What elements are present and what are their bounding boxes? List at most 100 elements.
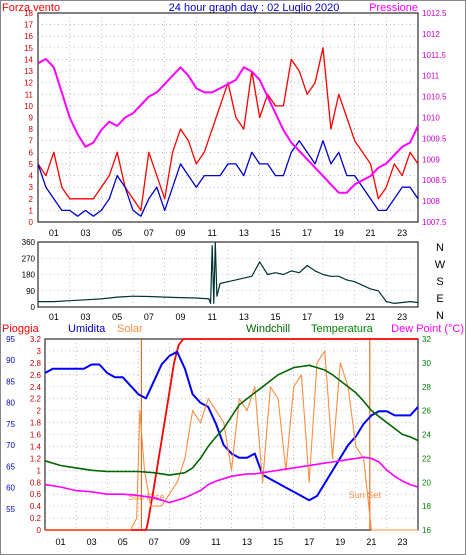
humidity-legend: Umidita <box>68 323 106 335</box>
wind-tick-label: 14 <box>24 55 33 64</box>
rain-tick-label: 0.6 <box>30 490 42 499</box>
temperature-legend: Temperatura <box>311 323 374 335</box>
direction-x-tick: 09 <box>175 312 185 322</box>
wind-x-tick: 23 <box>397 228 407 238</box>
temperature-tick-label: 26 <box>422 407 431 416</box>
rain-tick-label: 0.2 <box>30 514 42 523</box>
direction-tick-label: 270 <box>22 254 36 263</box>
pressure-tick-label: 1009 <box>422 155 440 164</box>
wind-x-tick: 21 <box>365 228 375 238</box>
windchill-legend: Windchill <box>246 323 290 335</box>
wind-gust-line <box>37 47 419 212</box>
direction-x-tick: 21 <box>365 312 375 322</box>
climate-x-tick: 21 <box>366 537 376 547</box>
wind-x-tick: 13 <box>239 228 249 238</box>
wind-tick-label: 7 <box>29 137 34 146</box>
wind-x-tick: 05 <box>112 228 122 238</box>
temperature-tick-label: 28 <box>422 383 431 392</box>
direction-tick-label: 0 <box>31 303 36 312</box>
compass-label: N <box>436 242 444 254</box>
wind-x-tick: 01 <box>49 228 59 238</box>
rain-tick-label: 0.8 <box>30 478 42 487</box>
climate-x-tick: 09 <box>180 537 190 547</box>
wind-tick-label: 18 <box>24 9 33 18</box>
direction-x-tick: 15 <box>270 312 280 322</box>
wind-tick-label: 13 <box>24 67 33 76</box>
rain-tick-label: 2.6 <box>30 371 42 380</box>
direction-x-tick: 13 <box>239 312 249 322</box>
pressure-tick-label: 1010.5 <box>422 93 447 102</box>
humidity-tick-label: 65 <box>6 462 15 471</box>
humidity-tick-label: 55 <box>6 505 15 514</box>
wind-tick-label: 11 <box>25 90 34 99</box>
wind-tick-label: 15 <box>24 44 33 53</box>
humidity-tick-label: 95 <box>6 335 15 344</box>
humidity-line <box>44 350 419 502</box>
direction-tick-label: 90 <box>26 287 35 296</box>
wind-tick-label: 12 <box>24 79 33 88</box>
wind-tick-label: 10 <box>24 102 33 111</box>
climate-x-tick: 03 <box>87 537 97 547</box>
climate-x-tick: 11 <box>211 537 220 547</box>
wind-x-tick: 15 <box>270 228 280 238</box>
climate-x-tick: 19 <box>335 537 345 547</box>
pressure-tick-label: 1010 <box>422 114 440 123</box>
wind-tick-label: 3 <box>29 183 34 192</box>
solar-legend: Solar <box>117 323 143 335</box>
rain-tick-label: 1 <box>37 466 42 475</box>
rain-tick-label: 3 <box>37 347 42 356</box>
wind-x-tick: 09 <box>175 228 185 238</box>
rain-tick-label: 2.8 <box>30 359 42 368</box>
wind-x-tick: 17 <box>302 228 312 238</box>
wind-tick-label: 1 <box>29 206 34 215</box>
direction-x-tick: 05 <box>112 312 122 322</box>
temperature-tick-label: 22 <box>422 454 431 463</box>
climate-x-tick: 05 <box>118 537 128 547</box>
wind-x-tick: 19 <box>334 228 344 238</box>
wind-average-line <box>37 140 419 217</box>
compass-label: N <box>436 310 444 322</box>
wind-tick-label: 9 <box>29 114 34 123</box>
compass-label: S <box>436 276 443 288</box>
direction-x-tick: 19 <box>334 312 344 322</box>
rain-tick-label: 1.6 <box>30 431 42 440</box>
pressure-tick-label: 1008.5 <box>422 176 447 185</box>
pressure-tick-label: 1011 <box>422 72 440 81</box>
direction-x-tick: 03 <box>80 312 90 322</box>
climate-panel-frame <box>44 338 419 531</box>
humidity-tick-label: 85 <box>6 377 15 386</box>
dewpoint-line <box>44 456 419 504</box>
direction-tick-label: 180 <box>22 271 36 280</box>
temperature-tick-label: 20 <box>422 478 431 487</box>
rain-tick-label: 2.4 <box>30 383 42 392</box>
direction-tick-label: 360 <box>22 238 36 247</box>
wind-x-tick: 11 <box>207 228 216 238</box>
temperature-tick-label: 24 <box>422 431 431 440</box>
rain-tick-label: 1.4 <box>30 442 42 451</box>
compass-label: W <box>435 259 446 271</box>
humidity-tick-label: 70 <box>6 441 15 450</box>
solar-line <box>45 350 418 531</box>
wind-tick-label: 5 <box>29 160 34 169</box>
climate-x-tick: 23 <box>397 537 407 547</box>
direction-line <box>38 241 419 304</box>
humidity-tick-label: 90 <box>6 356 15 365</box>
pressure-line <box>37 58 419 194</box>
rain-tick-label: 0.4 <box>30 502 42 511</box>
pressure-axis-label: Pressione <box>369 2 418 14</box>
wind-x-tick: 03 <box>80 228 90 238</box>
wind-tick-label: 8 <box>29 125 34 134</box>
direction-x-tick: 23 <box>397 312 407 322</box>
direction-x-tick: 01 <box>49 312 59 322</box>
direction-x-tick: 11 <box>207 312 216 322</box>
sunset-label: Sun Set <box>349 490 382 500</box>
windchill-line <box>44 364 419 476</box>
rain-tick-label: 1.2 <box>30 454 42 463</box>
chart-title: 24 hour graph day : 02 Luglio 2020 <box>169 2 340 14</box>
pressure-tick-label: 1011.5 <box>422 51 446 60</box>
rain-tick-label: 1.8 <box>30 419 42 428</box>
temperature-tick-label: 30 <box>422 359 431 368</box>
climate-x-tick: 01 <box>56 537 66 547</box>
rain-tick-label: 2 <box>37 407 42 416</box>
